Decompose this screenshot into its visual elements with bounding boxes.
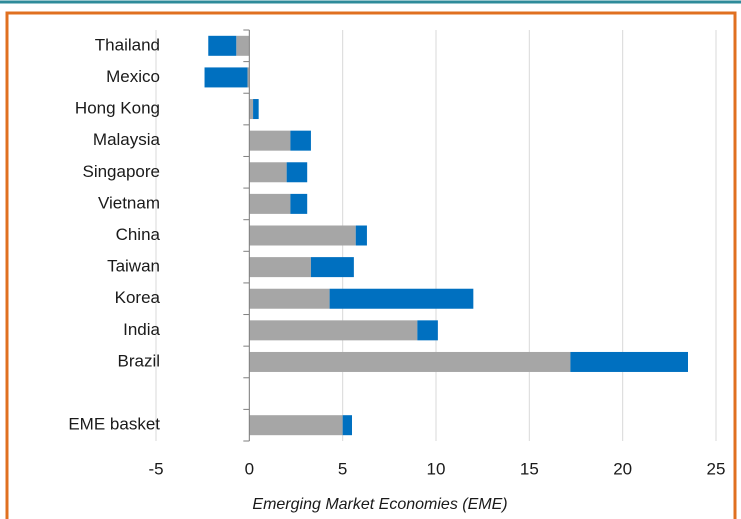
y-tick-label: Mexico [106, 67, 160, 86]
x-tick-label: 10 [427, 459, 446, 478]
bar [253, 99, 259, 120]
bar [290, 130, 311, 151]
bar [342, 415, 352, 436]
bar [249, 320, 418, 341]
bar [249, 130, 291, 151]
y-tick-label: Vietnam [98, 193, 160, 212]
x-tick-label: 25 [707, 459, 726, 478]
bar [249, 288, 330, 309]
x-tick-label: 0 [245, 459, 254, 478]
bar [249, 99, 254, 120]
bar [208, 35, 237, 56]
bar [249, 225, 356, 246]
bar [249, 257, 311, 278]
bar [286, 162, 308, 183]
bar [417, 320, 438, 341]
y-tick-label: Korea [115, 288, 161, 307]
y-tick-label: Taiwan [107, 257, 160, 276]
bar [329, 288, 474, 309]
y-tick-label: Thailand [95, 35, 160, 54]
bar [236, 35, 250, 56]
bar [570, 351, 688, 372]
y-tick-label: Brazil [117, 351, 160, 370]
bar [249, 193, 291, 214]
x-tick-label: 5 [338, 459, 347, 478]
bar [249, 162, 287, 183]
frame [5, 11, 737, 519]
x-tick-label: 15 [520, 459, 539, 478]
bar [355, 225, 367, 246]
bar [204, 67, 248, 88]
bar [249, 351, 571, 372]
y-tick-label: Singapore [82, 162, 160, 181]
bar [290, 193, 308, 214]
y-tick-label: EME basket [68, 415, 160, 434]
x-axis-title: Emerging Market Economies (EME) [252, 496, 507, 513]
x-tick-label: -5 [148, 459, 163, 478]
bar [310, 257, 354, 278]
y-tick-label: India [123, 320, 160, 339]
bar [247, 67, 250, 88]
y-tick-label: Hong Kong [75, 99, 160, 118]
y-tick-label: Malaysia [93, 130, 161, 149]
y-tick-label: China [116, 225, 161, 244]
bar [249, 415, 343, 436]
x-tick-label: 20 [613, 459, 632, 478]
